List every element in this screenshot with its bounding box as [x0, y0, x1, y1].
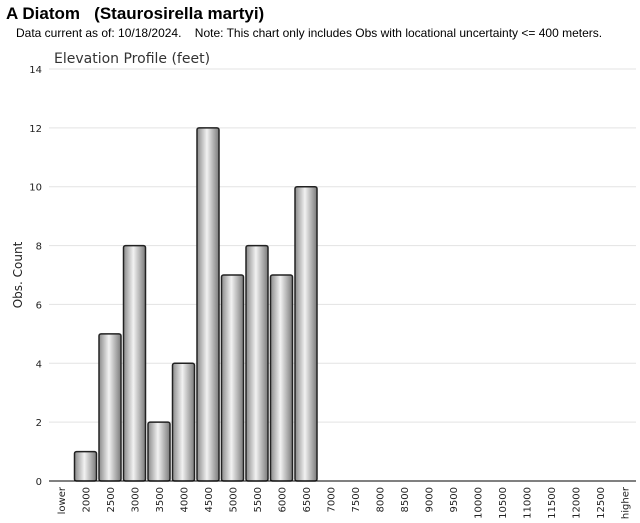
x-tick-label: 2000 — [82, 487, 93, 512]
x-tick-label: 5500 — [253, 487, 264, 512]
x-tick-label: 2500 — [106, 487, 117, 512]
bar-6500 — [294, 185, 318, 482]
x-tick-label: 11000 — [523, 487, 534, 519]
bar-6000 — [269, 274, 294, 482]
bar-2000 — [73, 450, 98, 482]
chart-title: A Diatom (Staurosirella martyi) — [6, 4, 265, 23]
bar-4000 — [171, 362, 196, 482]
bar-5500 — [245, 244, 269, 482]
y-tick-label: 6 — [36, 300, 42, 311]
x-tick-label: 5000 — [229, 487, 240, 512]
y-tick-label: 2 — [36, 418, 42, 429]
x-tick-label: 6000 — [278, 487, 289, 512]
x-tick-label: 10500 — [498, 487, 509, 519]
bar-4500 — [196, 127, 220, 482]
y-axis-label: Obs. Count — [11, 241, 25, 308]
x-tick-label: 9500 — [449, 487, 460, 512]
bar-3000 — [122, 244, 147, 482]
y-tick-label: 8 — [36, 242, 42, 253]
x-tick-label: higher — [621, 486, 632, 519]
x-tick-label: 6500 — [302, 487, 313, 512]
x-tick-label: 9000 — [425, 487, 436, 512]
x-tick-label: 8000 — [376, 487, 387, 512]
x-tick-label: 11500 — [547, 487, 558, 519]
plot-title: Elevation Profile (feet) — [54, 51, 210, 67]
y-tick-label: 10 — [29, 183, 42, 194]
x-tick-label: 12000 — [572, 487, 583, 519]
x-tick-label: 3500 — [155, 487, 166, 512]
x-tick-label: 7000 — [327, 487, 338, 512]
x-tick-label: 12500 — [596, 487, 607, 519]
y-tick-label: 4 — [36, 359, 42, 370]
y-tick-label: 0 — [36, 477, 42, 488]
y-tick-label: 12 — [29, 124, 42, 135]
x-tick-label: 3000 — [131, 487, 142, 512]
bar-5000 — [220, 274, 245, 482]
x-tick-label: 10000 — [474, 487, 485, 519]
y-tick-label: 14 — [29, 65, 42, 76]
x-tick-label: 7500 — [351, 487, 362, 512]
x-tick-label: 4000 — [180, 487, 191, 512]
bar-2500 — [98, 333, 122, 482]
data-note: Data current as of: 10/18/2024. Note: Th… — [16, 26, 603, 40]
x-tick-label: lower — [57, 486, 68, 514]
x-tick-label: 8500 — [400, 487, 411, 512]
bar-3500 — [147, 421, 171, 482]
x-tick-label: 4500 — [204, 487, 215, 512]
